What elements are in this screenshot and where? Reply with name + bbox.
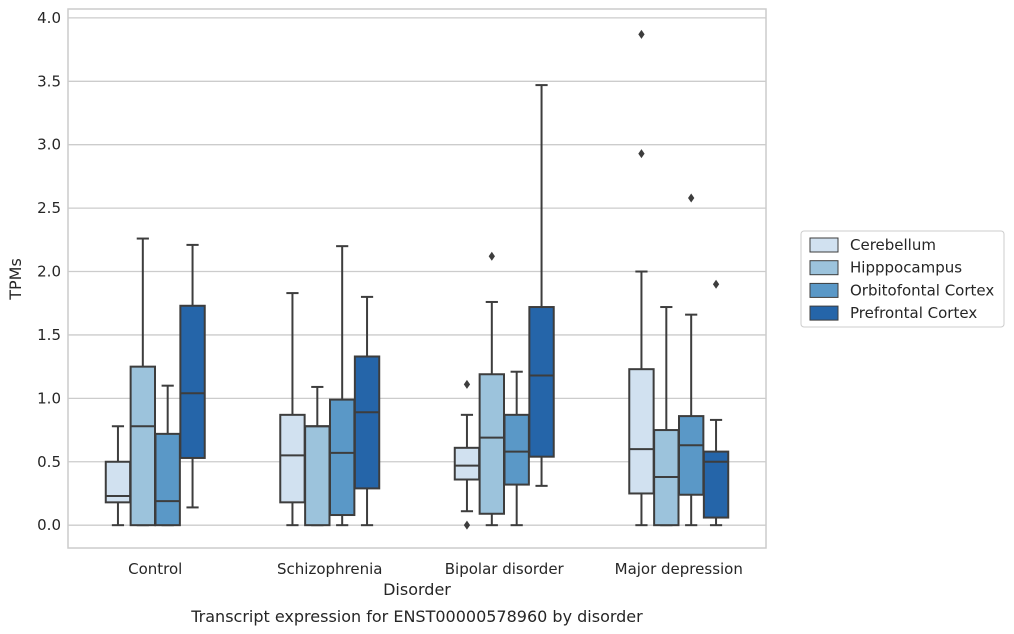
box-orbitofontal-cortex [154, 384, 181, 527]
box-hipppocampus [653, 306, 680, 527]
box-cerebellum [279, 292, 306, 527]
box-prefrontal-cortex [528, 84, 555, 487]
box-orbitofontal-cortex [328, 245, 356, 527]
legend-swatch [809, 305, 839, 321]
legend-label: Hipppocampus [850, 259, 962, 277]
legend-frame [800, 230, 1005, 328]
box-iqr [304, 425, 331, 527]
y-tick-label: 0.5 [37, 453, 61, 471]
box-iqr [503, 413, 530, 486]
y-tick-label: 2.5 [37, 199, 61, 217]
chart-caption: Transcript expression for ENST0000057896… [190, 607, 643, 626]
box-orbitofontal-cortex [503, 370, 530, 527]
box-hipppocampus [478, 251, 506, 527]
y-tick-label: 3.5 [37, 72, 61, 90]
legend-swatch [809, 237, 839, 253]
outlier-point [712, 279, 720, 289]
x-tick-label: Schizophrenia [277, 560, 382, 578]
box-iqr [154, 432, 181, 527]
outlier-point [463, 379, 471, 389]
y-tick-label: 1.0 [37, 389, 61, 407]
box-iqr [129, 365, 157, 527]
box-iqr [628, 368, 655, 495]
outlier-point [638, 29, 645, 39]
legend-label: Prefrontal Cortex [850, 304, 977, 322]
x-tick-label: Bipolar disorder [445, 560, 565, 578]
y-tick-label: 1.5 [37, 326, 61, 344]
outlier-point [688, 193, 695, 203]
box-orbitofontal-cortex [677, 193, 705, 527]
y-tick-label: 4.0 [37, 9, 61, 27]
box-groups [104, 29, 730, 530]
y-tick-label: 2.0 [37, 263, 61, 281]
box-iqr [179, 304, 206, 459]
box-cerebellum [453, 379, 481, 530]
y-tick-label: 0.0 [37, 516, 61, 534]
x-axis-ticks: Control Schizophrenia Bipolar disorder Majo… [128, 560, 743, 578]
box-iqr [328, 398, 356, 517]
x-tick-label: Control [128, 560, 182, 578]
box-prefrontal-cortex [702, 279, 730, 527]
x-axis-label: Disorder [383, 580, 451, 599]
legend-label: Orbitofontal Cortex [850, 281, 994, 299]
box-prefrontal-cortex [179, 243, 206, 509]
box-iqr [478, 373, 506, 515]
box-iqr [279, 413, 306, 504]
box-iqr [453, 446, 481, 481]
box-iqr [353, 355, 381, 490]
box-iqr [528, 306, 555, 458]
legend: Cerebellum Hipppocampus Orbitofontal Corte… [800, 230, 1005, 328]
y-axis-ticks: 0.0 0.5 1.0 1.5 2.0 2.5 3.0 3.5 4.0 [37, 9, 61, 534]
outlier-point [638, 149, 645, 159]
legend-label: Cerebellum [850, 236, 936, 254]
y-axis-label: TPMs [6, 258, 25, 301]
outlier-point [463, 520, 471, 530]
outlier-point [488, 251, 495, 261]
legend-swatch [809, 282, 839, 298]
box-cerebellum [104, 425, 132, 527]
box-cerebellum [628, 29, 655, 527]
box-hipppocampus [129, 237, 157, 527]
y-tick-label: 3.0 [37, 136, 61, 154]
box-hipppocampus [304, 385, 331, 527]
plot-frame [67, 8, 767, 549]
x-tick-label: Major depression [615, 560, 743, 578]
legend-swatch [809, 260, 839, 276]
box-prefrontal-cortex [353, 295, 381, 527]
box-iqr [677, 415, 705, 496]
